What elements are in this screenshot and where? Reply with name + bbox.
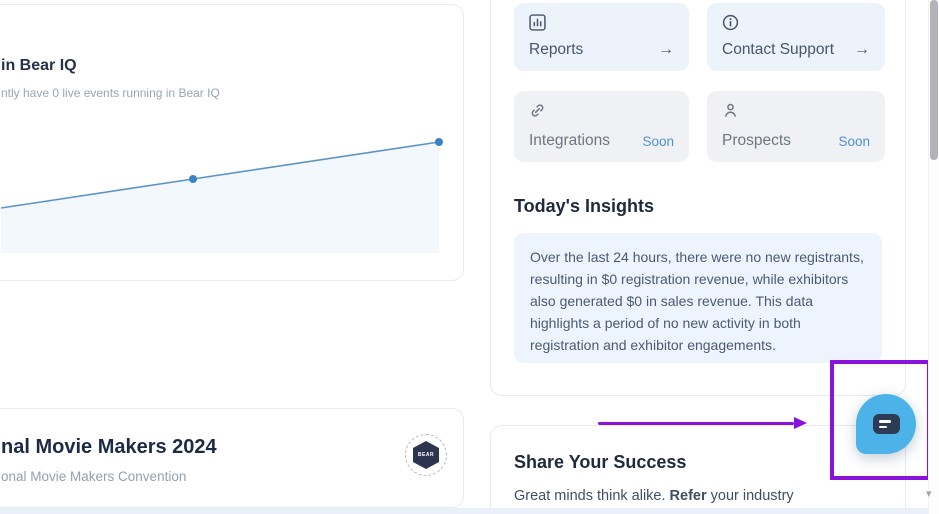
scroll-down-caret-icon[interactable]: ▾ <box>926 488 932 500</box>
prospects-button[interactable]: Prospects Soon <box>707 91 885 162</box>
live-events-chart-card: in Bear IQ ntly have 0 live events runni… <box>0 4 464 281</box>
share-body-bold: Refer <box>669 488 707 504</box>
annotation-arrow-shaft <box>598 422 794 425</box>
prospects-label: Prospects <box>722 132 791 149</box>
chat-bubble-icon <box>872 414 900 434</box>
share-success-card: Share Your Success Great minds think ali… <box>490 425 906 514</box>
event-title: nal Movie Makers 2024 <box>1 436 217 458</box>
annotation-arrow-head <box>794 417 807 429</box>
chart-card-title: in Bear IQ <box>1 57 77 74</box>
scrollbar-track[interactable]: ▾ <box>926 0 939 514</box>
reports-label: Reports <box>529 41 584 58</box>
scrollbar-thumb[interactable] <box>930 0 938 160</box>
link-icon <box>531 104 544 117</box>
bar-chart-icon <box>529 14 546 31</box>
soon-badge: Soon <box>838 133 870 149</box>
bear-seal-icon: BEAR <box>405 434 447 476</box>
share-body: Great minds think alike. Refer your indu… <box>514 488 874 504</box>
share-body-text: Great minds think alike. <box>514 488 670 504</box>
bear-seal-hex: BEAR <box>413 441 439 469</box>
insights-summary-box: Over the last 24 hours, there were no ne… <box>514 233 882 363</box>
chat-launcher-button[interactable] <box>856 394 916 454</box>
share-heading: Share Your Success <box>514 452 687 472</box>
insights-heading: Today's Insights <box>514 196 654 216</box>
quick-actions-card: Reports → Contact Support → Integrat <box>490 0 906 396</box>
arrow-right-icon: → <box>854 41 870 58</box>
info-icon <box>722 14 739 31</box>
event-subtitle: onal Movie Makers Convention <box>1 469 187 484</box>
integrations-button[interactable]: Integrations Soon <box>514 91 689 162</box>
event-item-card[interactable]: nal Movie Makers 2024 onal Movie Makers … <box>0 408 464 508</box>
bottom-section-edge <box>0 508 928 514</box>
events-chart <box>1 138 443 253</box>
annotation-arrow-right <box>598 417 807 430</box>
chart-card-subtitle: ntly have 0 live events running in Bear … <box>1 86 220 100</box>
arrow-right-icon: → <box>658 41 674 58</box>
person-icon <box>725 103 736 117</box>
reports-button[interactable]: Reports → <box>514 3 689 71</box>
integrations-label: Integrations <box>529 132 610 149</box>
share-body-text: your industry <box>706 488 794 504</box>
contact-support-label: Contact Support <box>722 41 835 58</box>
soon-badge: Soon <box>642 133 674 149</box>
insights-text: Over the last 24 hours, there were no ne… <box>530 249 864 353</box>
contact-support-button[interactable]: Contact Support → <box>707 3 885 71</box>
